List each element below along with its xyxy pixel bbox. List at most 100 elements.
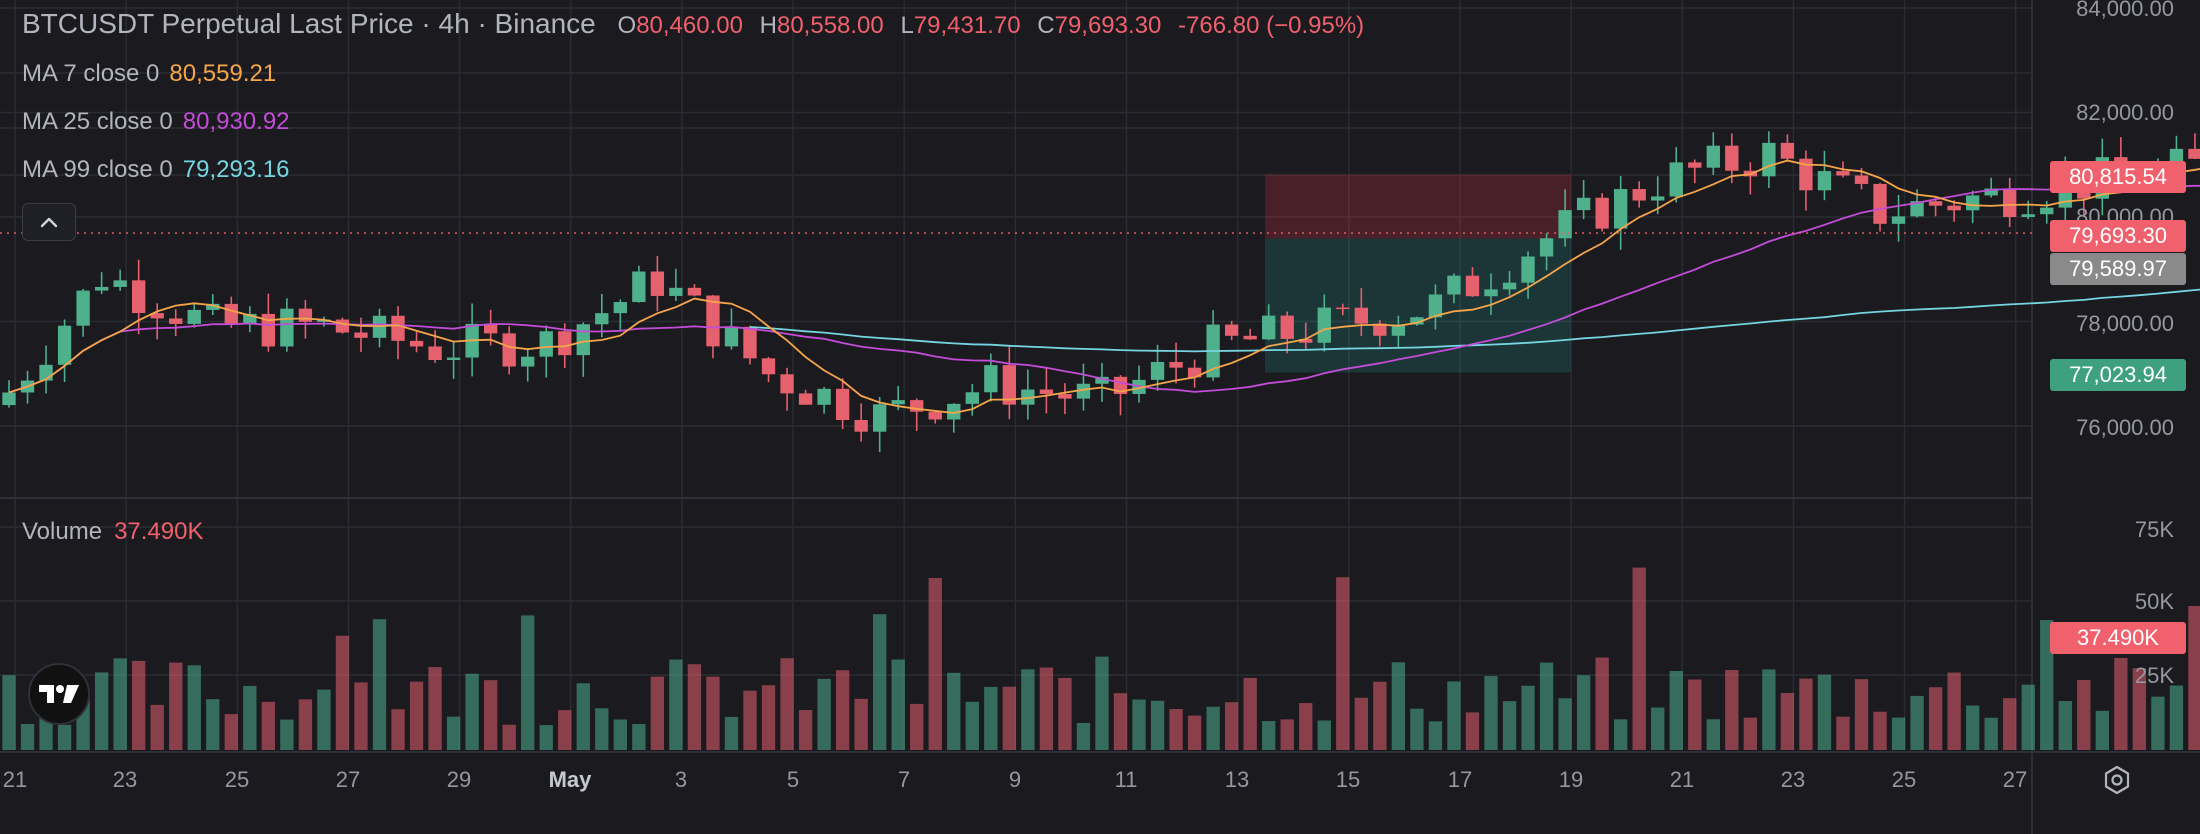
volume-bar	[1243, 677, 1257, 750]
volume-bar	[2, 675, 16, 750]
volume-bar	[873, 614, 887, 750]
close-value: 79,693.30	[1054, 12, 1162, 39]
candle-body	[1873, 183, 1887, 224]
candle-body	[1095, 376, 1109, 384]
candle-body	[1224, 324, 1239, 336]
candle-body	[1243, 335, 1257, 340]
candle-body	[2, 392, 16, 406]
volume-bar	[1817, 674, 1832, 750]
volume-bar	[613, 719, 627, 750]
volume-bar	[1558, 698, 1572, 750]
date-axis-label: 21	[2, 767, 28, 792]
volume-bar	[576, 683, 590, 750]
candle-body	[1317, 307, 1331, 343]
candle-body	[1836, 171, 1850, 176]
candle-body	[521, 356, 535, 367]
candle-body	[243, 313, 257, 325]
volume-bar	[539, 725, 553, 750]
volume-bar	[1484, 676, 1498, 750]
volume-bar	[687, 664, 702, 750]
candle-body	[2021, 214, 2035, 217]
candle-body	[780, 374, 794, 394]
target-price-tag: 77,023.94	[2050, 359, 2186, 391]
price-axis-label: 76,000.00	[2076, 415, 2174, 440]
candle-body	[57, 325, 72, 365]
volume-bar	[1021, 669, 1035, 750]
date-axis-label: 15	[1335, 767, 1361, 792]
volume-bar	[1928, 687, 1943, 750]
settings-icon[interactable]	[2100, 763, 2134, 797]
candle-body	[724, 326, 739, 347]
candle-body	[873, 404, 887, 432]
date-axis-label: 29	[446, 767, 472, 792]
volume-bar	[1150, 700, 1165, 750]
volume-bar	[1873, 711, 1887, 750]
volume-bar	[1206, 706, 1220, 750]
candle-body	[335, 319, 350, 333]
volume-value: 37.490K	[114, 518, 204, 545]
volume-bar	[650, 676, 665, 750]
volume-bar	[20, 723, 35, 750]
candle-body	[1891, 216, 1906, 224]
volume-bar	[1669, 670, 1683, 750]
candle-body	[298, 308, 313, 322]
candle-body	[1187, 367, 1202, 378]
date-axis-label: 11	[1114, 767, 1138, 792]
candle-body	[150, 313, 164, 319]
candle-body	[1354, 307, 1368, 324]
volume-bar	[1688, 679, 1702, 750]
candle-body	[2003, 188, 2017, 217]
candle-body	[1928, 201, 1943, 206]
indicator-ma99[interactable]: MA 99 close 0 79,293.16	[22, 156, 290, 184]
volume-label: Volume	[22, 518, 103, 545]
volume-bar	[1076, 722, 1091, 750]
candle-body	[650, 271, 665, 296]
volume-bar	[243, 685, 257, 750]
volume-bar	[2188, 605, 2200, 750]
candle-body	[595, 313, 609, 325]
tradingview-logo-icon[interactable]	[28, 663, 90, 725]
price-axis-label: 84,000.00	[2076, 0, 2174, 21]
indicator-ma7[interactable]: MA 7 close 0 80,559.21	[22, 60, 276, 88]
volume-bar	[1317, 720, 1331, 750]
symbol-title[interactable]: BTCUSDT Perpetual Last Price · 4h · Bina…	[22, 8, 596, 39]
candle-body	[891, 400, 905, 405]
volume-bar	[2151, 696, 2165, 750]
volume-bar	[835, 670, 850, 750]
candle-body	[1725, 145, 1739, 171]
candle-body	[261, 313, 276, 347]
ohlc-readout: O80,460.00 H80,558.00 L79,431.70 C79,693…	[618, 12, 1365, 39]
volume-bar	[391, 709, 405, 750]
candle-body	[1484, 289, 1498, 297]
volume-bar	[854, 698, 868, 750]
volume-bar	[1854, 679, 1869, 750]
open-label: O	[617, 12, 637, 39]
volume-bar	[465, 673, 479, 750]
volume-bar	[1058, 677, 1072, 750]
candle-body	[132, 280, 146, 314]
volume-bar	[2003, 698, 2017, 750]
date-axis-label: 17	[1447, 767, 1473, 792]
candle-body	[1169, 361, 1183, 368]
indicator-ma25[interactable]: MA 25 close 0 80,930.92	[22, 108, 290, 136]
tradingview-logo-glyph	[39, 685, 79, 703]
volume-bar	[2021, 684, 2035, 750]
volume-bar	[428, 667, 442, 750]
volume-bar	[2132, 668, 2147, 750]
volume-bar	[1410, 708, 1424, 750]
volume-legend[interactable]: Volume 37.490K	[22, 518, 203, 546]
collapse-legend-button[interactable]	[22, 203, 76, 241]
price-change: -766.80 (−0.95%)	[1178, 12, 1365, 39]
volume-bar	[1576, 675, 1591, 750]
candle-body	[409, 340, 424, 347]
price-axis-label: 82,000.00	[2076, 100, 2174, 125]
low-value: 79,431.70	[913, 12, 1021, 39]
entry-price-tag: 79,589.97	[2050, 253, 2186, 285]
high-label: H	[759, 12, 777, 39]
volume-bar	[1891, 717, 1906, 750]
volume-bar	[891, 659, 905, 750]
volume-bar	[1280, 719, 1294, 750]
volume-price-tag: 37.490K	[2050, 622, 2186, 654]
